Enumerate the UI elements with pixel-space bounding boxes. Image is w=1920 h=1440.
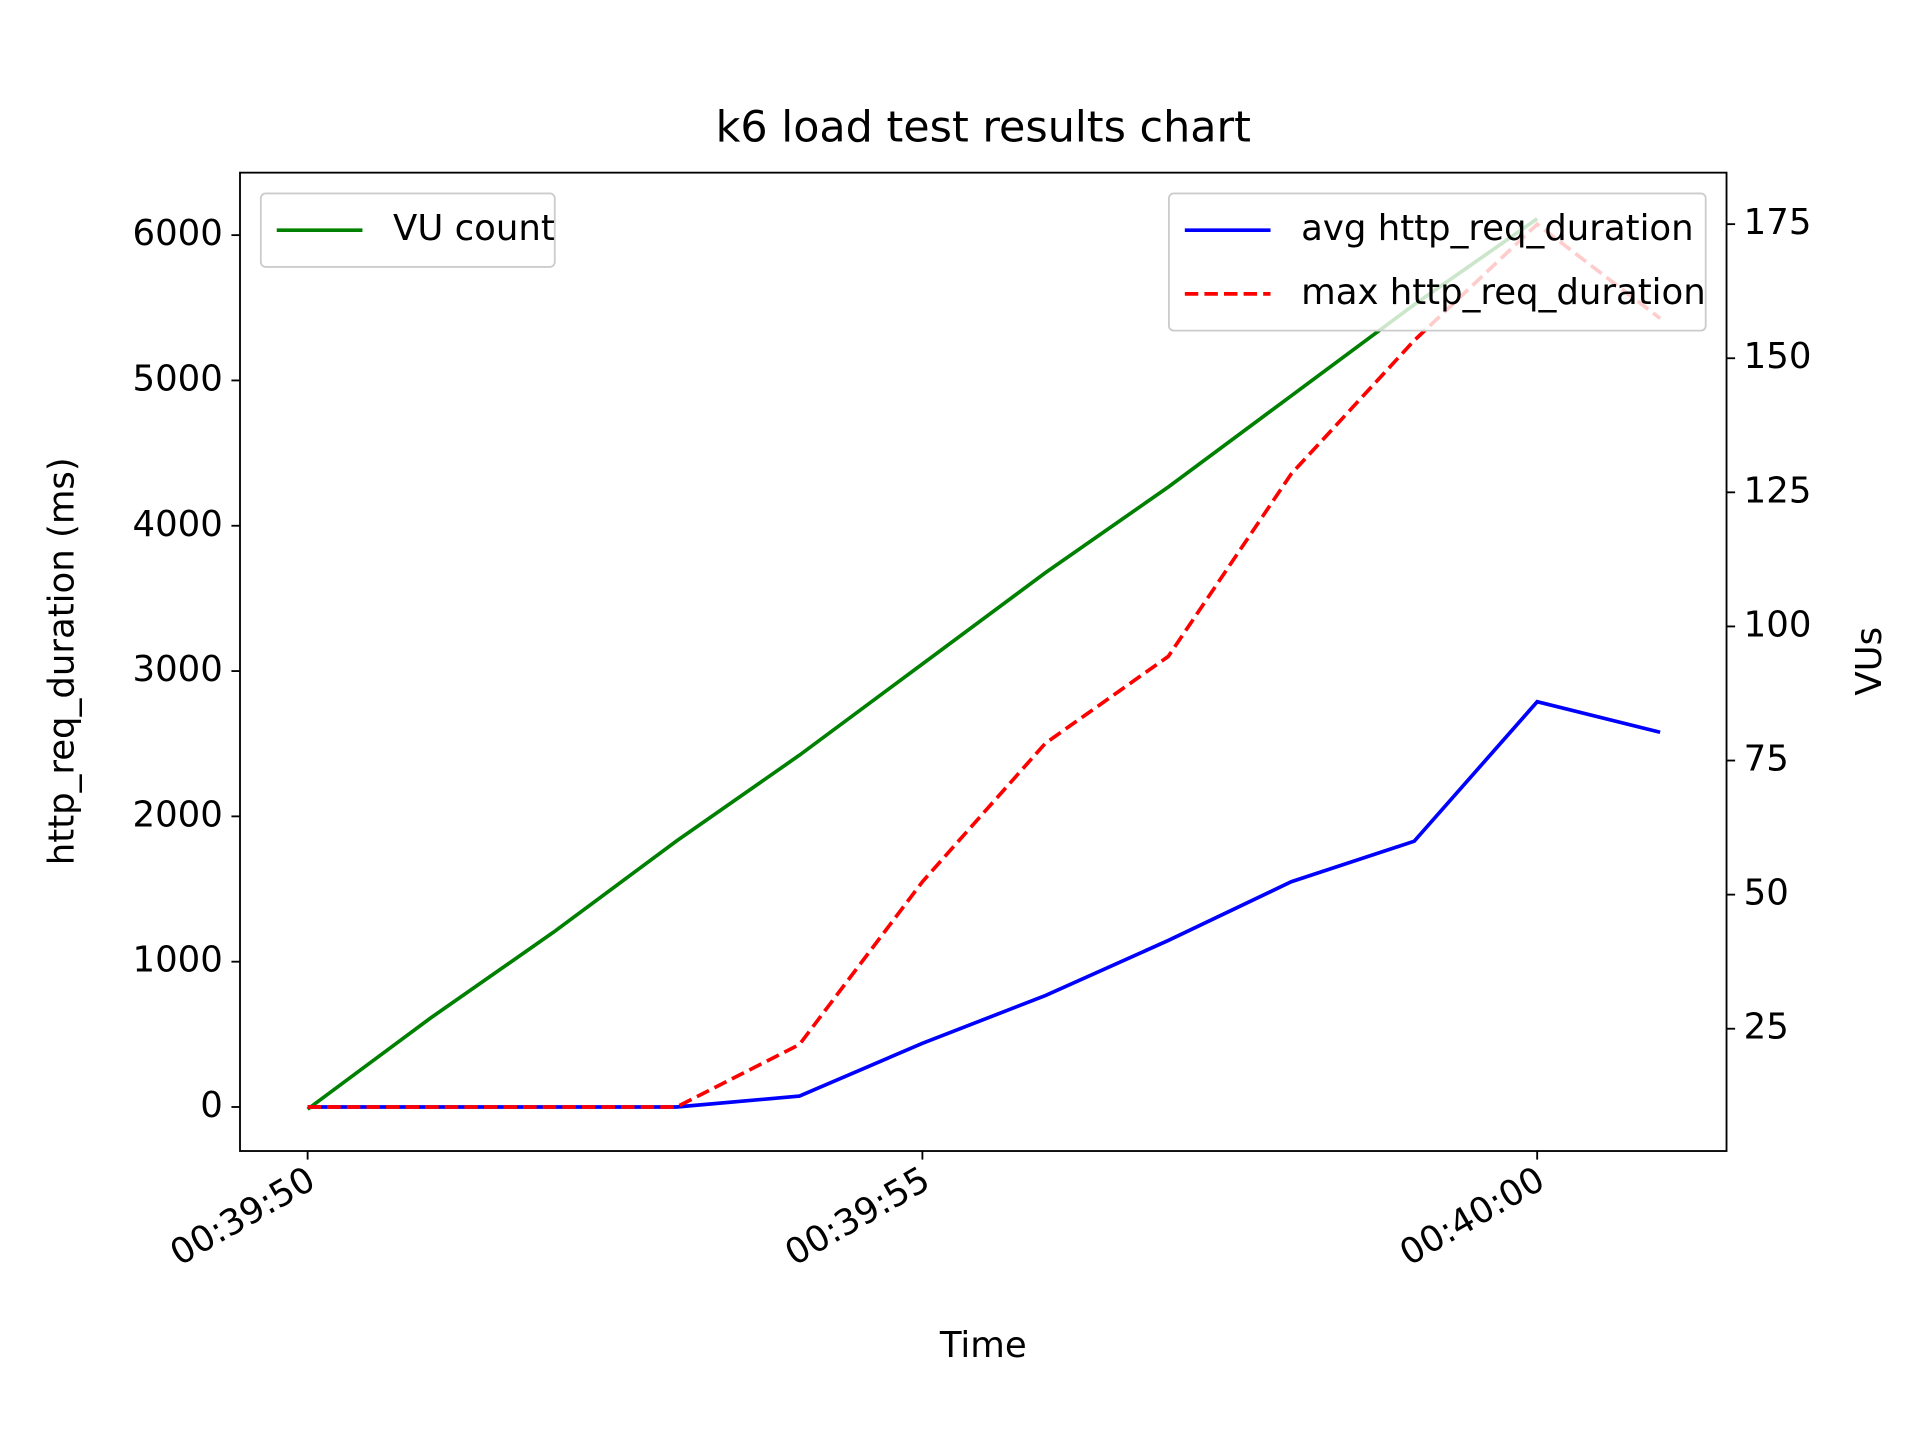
plot-frame bbox=[239, 171, 1728, 1152]
y2-tick-label: 50 bbox=[1744, 873, 1789, 914]
y2-tick-label: 150 bbox=[1744, 336, 1812, 377]
y2-tick-label: 100 bbox=[1744, 604, 1812, 645]
y-tick-label: 6000 bbox=[132, 213, 222, 254]
x-axis-label: Time bbox=[939, 1325, 1027, 1366]
y2-tick-label: 25 bbox=[1744, 1007, 1789, 1048]
y2-tick-label: 175 bbox=[1744, 202, 1812, 243]
y-tick-label: 0 bbox=[200, 1085, 223, 1126]
y-axis-label: http_req_duration (ms) bbox=[42, 457, 83, 865]
y-tick-label: 1000 bbox=[132, 940, 222, 981]
y2-tick-label: 125 bbox=[1744, 470, 1812, 511]
legend-label: VU count bbox=[393, 208, 555, 249]
legend-label: avg http_req_duration bbox=[1301, 208, 1694, 249]
legend-box bbox=[259, 192, 556, 268]
series-line bbox=[307, 221, 1662, 1109]
series-line bbox=[307, 699, 1661, 1109]
chart-title: k6 load test results chart bbox=[716, 102, 1251, 152]
legend-label: max http_req_duration bbox=[1301, 272, 1706, 313]
series-line bbox=[306, 217, 1539, 1111]
y2-tick-label: 75 bbox=[1744, 739, 1789, 780]
x-tick-label: 00:39:50 bbox=[163, 1159, 322, 1274]
y-tick-label: 3000 bbox=[132, 649, 222, 690]
y2-axis-label: VUs bbox=[1849, 627, 1890, 696]
legend: VU count bbox=[259, 192, 556, 268]
y-tick-label: 2000 bbox=[132, 794, 222, 835]
legend-box bbox=[1167, 192, 1707, 332]
y-tick-label: 5000 bbox=[132, 358, 222, 399]
y-tick-label: 4000 bbox=[132, 504, 222, 545]
x-tick-label: 00:40:00 bbox=[1393, 1159, 1552, 1274]
x-tick-label: 00:39:55 bbox=[778, 1159, 937, 1274]
